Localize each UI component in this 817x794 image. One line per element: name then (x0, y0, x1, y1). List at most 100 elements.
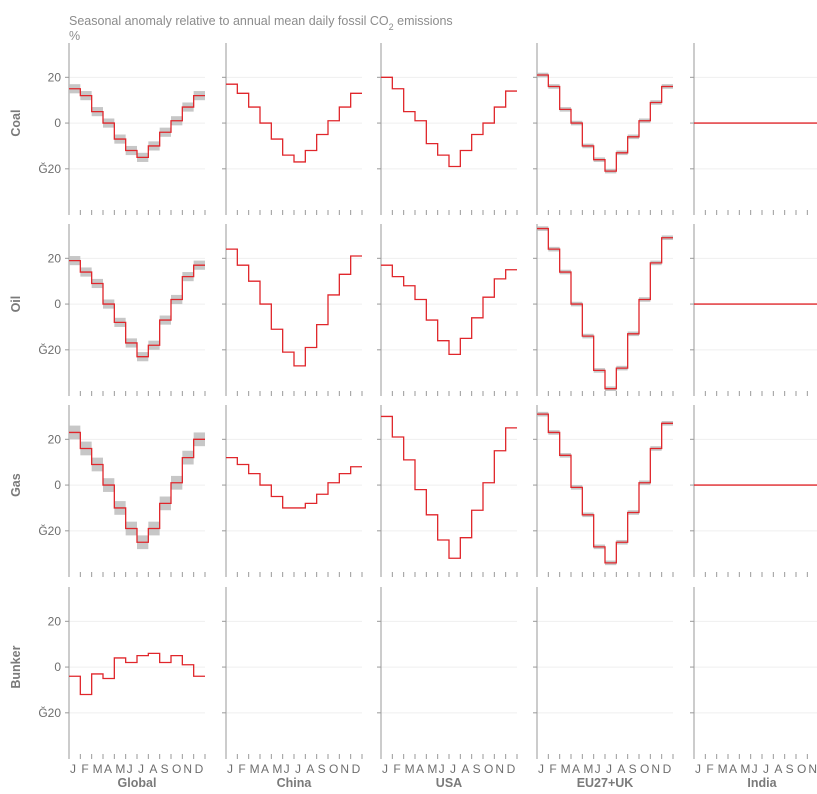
row-label: Oil (9, 296, 23, 313)
month-tick-label: N (808, 762, 817, 776)
month-tick-label: J (284, 762, 290, 776)
y-tick-label: 20 (48, 432, 62, 446)
month-tick-label: J (70, 762, 76, 776)
month-tick-label: F (706, 762, 713, 776)
month-tick-label: A (261, 762, 269, 776)
y-tick-label: 20 (48, 70, 62, 84)
panel-oil-india (690, 224, 817, 396)
month-tick-label: M (718, 762, 728, 776)
series-line (381, 76, 517, 168)
y-tick-label: Ğ20 (38, 342, 61, 357)
month-tick-label: N (651, 762, 660, 776)
y-tick-label: 0 (54, 478, 61, 492)
month-tick-label: J (763, 762, 769, 776)
series-line (381, 415, 517, 559)
panel-oil-usa (377, 224, 518, 396)
panel-coal-usa (377, 43, 518, 215)
series-line (381, 264, 517, 356)
month-tick-label: J (450, 762, 456, 776)
month-tick-label: J (127, 762, 133, 776)
month-tick-label: A (461, 762, 469, 776)
month-tick-label: N (495, 762, 504, 776)
month-tick-label: O (172, 762, 181, 776)
y-tick-label: 0 (54, 297, 61, 311)
month-tick-label: D (352, 762, 361, 776)
panel-gas-india (690, 405, 817, 577)
y-tick-label: Ğ20 (38, 523, 61, 538)
month-tick-label: F (238, 762, 245, 776)
month-tick-label: M (561, 762, 571, 776)
month-tick-label: J (138, 762, 144, 776)
y-tick-label: 20 (48, 614, 62, 628)
row-label: Coal (9, 110, 23, 137)
month-tick-label: A (416, 762, 424, 776)
month-tick-label: M (250, 762, 260, 776)
month-tick-label: S (629, 762, 637, 776)
panel-oil-global: 20 0 Ğ20 (38, 224, 206, 396)
panel-gas-eu27uk (533, 405, 674, 577)
month-tick-label: F (393, 762, 400, 776)
row-label: Gas (9, 473, 23, 497)
y-tick-label: Ğ20 (38, 161, 61, 176)
y-tick-label: 0 (54, 660, 61, 674)
month-tick-label: J (606, 762, 612, 776)
series-line (69, 652, 205, 696)
month-tick-label: M (583, 762, 593, 776)
panel-oil-china (222, 224, 363, 396)
series-line (537, 227, 673, 390)
month-tick-label: J (695, 762, 701, 776)
month-tick-label: A (572, 762, 580, 776)
series-line (69, 431, 205, 543)
panel-coal-global: 20 0 Ğ20 (38, 43, 206, 215)
row-label: Bunker (9, 645, 23, 688)
series-line (226, 456, 362, 509)
month-tick-label: J (439, 762, 445, 776)
month-tick-label: A (104, 762, 112, 776)
column-label: EU27+UK (577, 776, 634, 790)
month-tick-label: S (161, 762, 169, 776)
y-axis-unit: % (69, 29, 80, 43)
column-label: Global (118, 776, 157, 790)
y-tick-label: Ğ20 (38, 705, 61, 720)
y-tick-label: 20 (48, 251, 62, 265)
month-tick-label: F (549, 762, 556, 776)
series-line (69, 259, 205, 358)
month-tick-label: M (405, 762, 415, 776)
month-tick-label: S (473, 762, 481, 776)
month-tick-label: O (797, 762, 806, 776)
panel-gas-china (222, 405, 363, 577)
column-label: USA (436, 776, 462, 790)
month-tick-label: A (729, 762, 737, 776)
panel-coal-china (222, 43, 363, 215)
month-tick-label: A (306, 762, 314, 776)
month-tick-label: A (149, 762, 157, 776)
month-tick-label: J (752, 762, 758, 776)
month-tick-label: M (427, 762, 437, 776)
month-tick-label: M (272, 762, 282, 776)
month-tick-label: O (329, 762, 338, 776)
column-label: India (747, 776, 777, 790)
month-tick-label: D (195, 762, 204, 776)
month-tick-label: M (740, 762, 750, 776)
month-tick-label: M (115, 762, 125, 776)
month-tick-label: F (81, 762, 88, 776)
panel-oil-eu27uk (533, 224, 674, 396)
month-tick-label: D (507, 762, 516, 776)
month-tick-label: A (774, 762, 782, 776)
month-tick-label: J (227, 762, 233, 776)
month-tick-label: M (93, 762, 103, 776)
series-line (69, 88, 205, 159)
panel-gas-global: 20 0 Ğ20 (38, 405, 206, 577)
column-label: China (277, 776, 313, 790)
series-line (537, 413, 673, 564)
y-tick-label: 0 (54, 116, 61, 130)
month-tick-label: J (295, 762, 301, 776)
chart-title: Seasonal anomaly relative to annual mean… (69, 14, 453, 32)
month-tick-label: A (617, 762, 625, 776)
